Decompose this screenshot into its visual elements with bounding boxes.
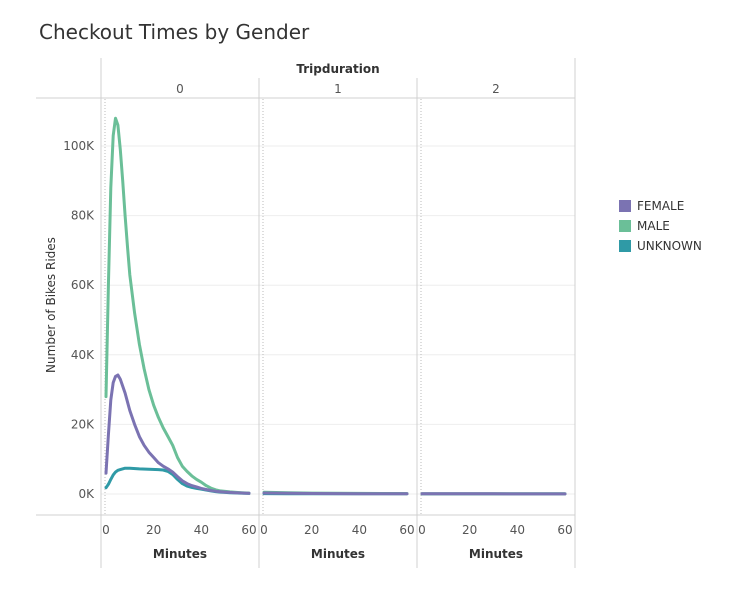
legend-swatch-female	[619, 200, 631, 212]
x-tick-label-p2-0: 0	[418, 523, 426, 537]
y-axis-label: Number of Bikes Rides	[44, 237, 58, 373]
y-tick-label-1: 20K	[71, 417, 95, 431]
y-tick-label-5: 100K	[63, 139, 95, 153]
chart-title: Checkout Times by Gender	[39, 20, 310, 44]
x-tick-label-p0-1: 20	[146, 523, 161, 537]
x-tick-label-p1-3: 60	[399, 523, 414, 537]
legend-swatch-male	[619, 220, 631, 232]
x-tick-label-p0-2: 40	[194, 523, 209, 537]
panel-label-2: 2	[492, 82, 500, 96]
y-tick-label-3: 60K	[71, 278, 95, 292]
x-tick-label-p0-0: 0	[102, 523, 110, 537]
legend-label-male: MALE	[637, 219, 670, 233]
y-tick-label-2: 40K	[71, 348, 95, 362]
x-tick-label-p1-1: 20	[304, 523, 319, 537]
x-tick-label-p2-3: 60	[557, 523, 572, 537]
x-axis-label-1: Minutes	[311, 547, 365, 561]
legend-label-female: FEMALE	[637, 199, 685, 213]
x-tick-label-p1-0: 0	[260, 523, 268, 537]
y-tick-label-0: 0K	[78, 487, 95, 501]
legend-swatch-unknown	[619, 240, 631, 252]
x-tick-label-p2-2: 40	[510, 523, 525, 537]
column-header-label: Tripduration	[296, 62, 379, 76]
x-tick-label-p0-3: 60	[241, 523, 256, 537]
panel-label-1: 1	[334, 82, 342, 96]
legend-item-male[interactable]: MALE	[619, 216, 702, 236]
legend: FEMALE MALE UNKNOWN	[619, 196, 702, 256]
x-tick-label-p2-1: 20	[462, 523, 477, 537]
series-line-female-panel-0	[104, 373, 251, 495]
legend-item-unknown[interactable]: UNKNOWN	[619, 236, 702, 256]
series-line-male-panel-0	[104, 116, 251, 495]
legend-label-unknown: UNKNOWN	[637, 239, 702, 253]
series-line-unknown-panel-0	[104, 466, 251, 495]
x-axis-label-0: Minutes	[153, 547, 207, 561]
x-tick-label-p1-2: 40	[352, 523, 367, 537]
y-tick-label-4: 80K	[71, 209, 95, 223]
panel-label-0: 0	[176, 82, 184, 96]
x-axis-label-2: Minutes	[469, 547, 523, 561]
series-line-female-panel-1	[262, 491, 409, 496]
legend-item-female[interactable]: FEMALE	[619, 196, 702, 216]
